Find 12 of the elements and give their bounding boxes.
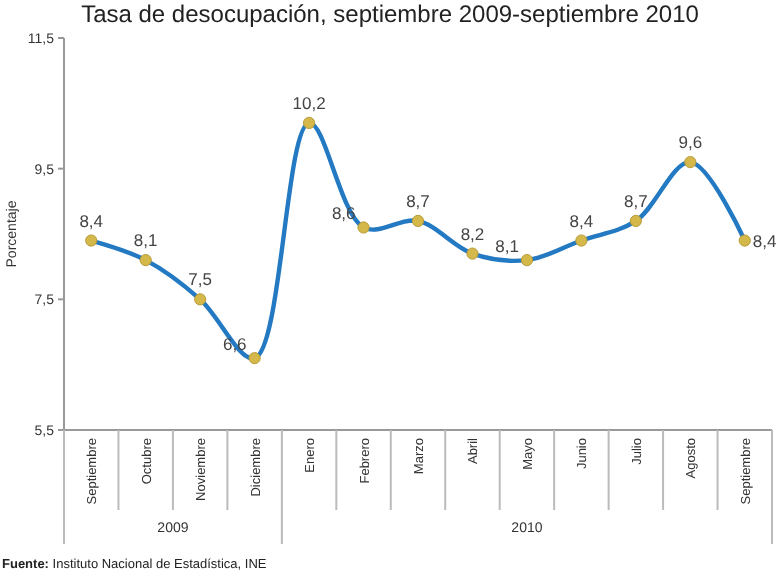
data-label: 8,4	[569, 210, 594, 231]
data-label: 8,4	[79, 210, 104, 231]
data-label: 8,7	[624, 190, 649, 211]
data-label: 8,2	[460, 223, 485, 244]
data-label: 8,1	[495, 236, 520, 257]
data-label: 9,6	[678, 132, 703, 153]
data-label: 8,7	[406, 190, 431, 211]
data-label: 10,2	[292, 92, 327, 113]
data-label: 7,5	[188, 269, 213, 290]
data-label: 8,4	[752, 230, 777, 251]
data-label: 8,1	[133, 230, 159, 251]
chart-title: Tasa de desocupación, septiembre 2009-septiembre 2010	[81, 0, 700, 28]
